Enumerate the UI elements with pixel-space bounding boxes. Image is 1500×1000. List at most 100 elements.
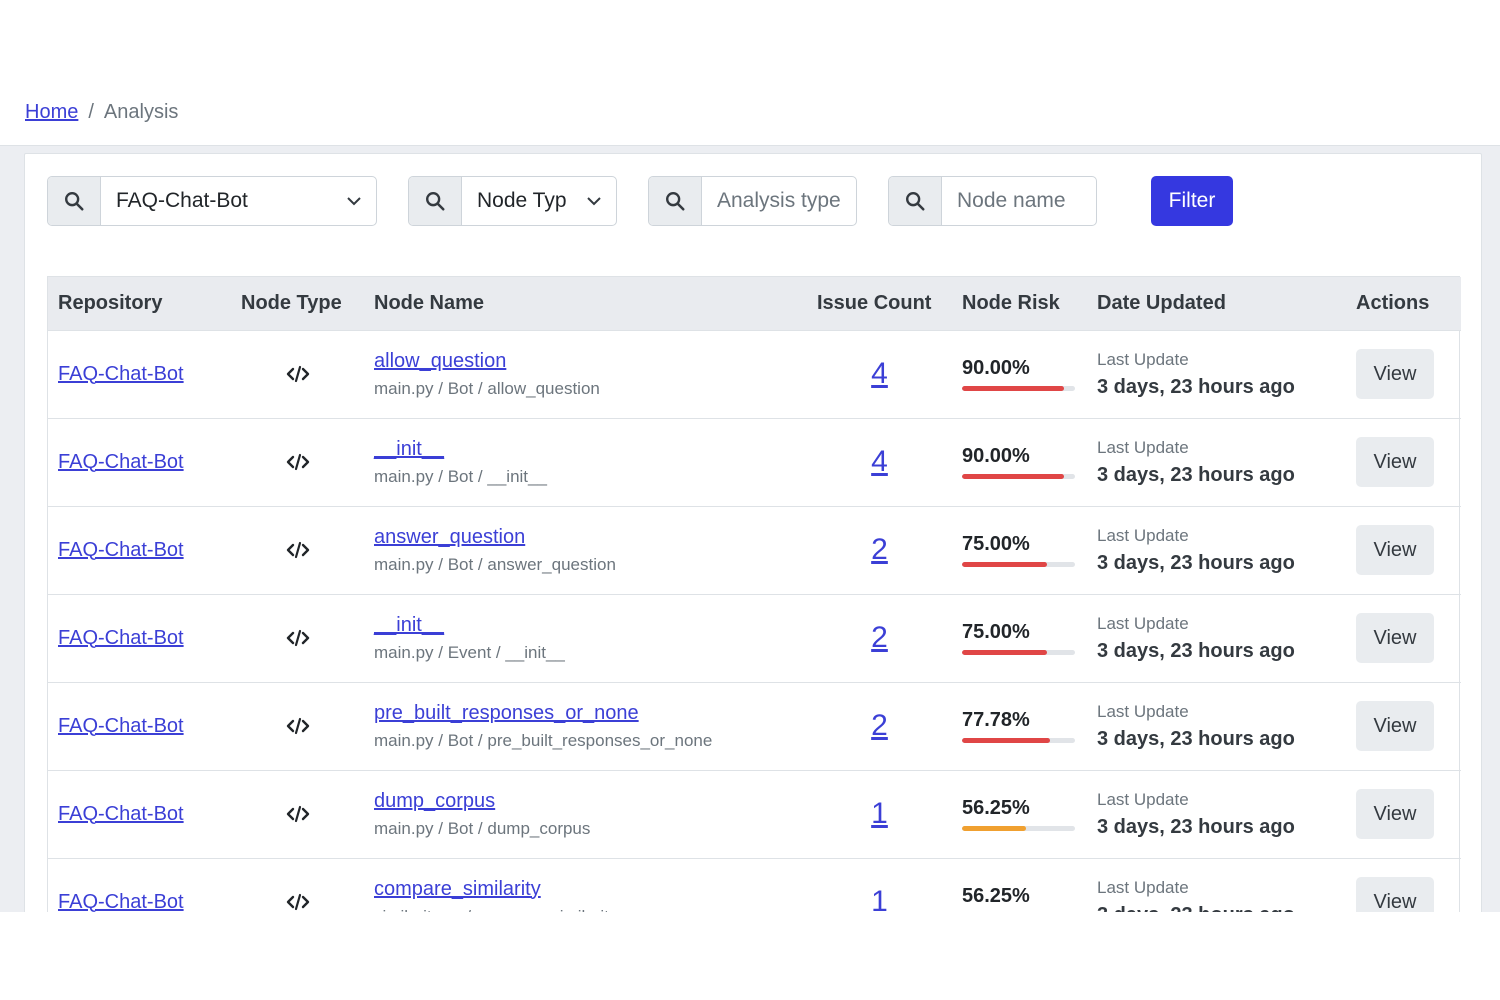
analysis-type-filter[interactable]: Analysis type xyxy=(648,176,857,226)
last-update-value: 3 days, 23 hours ago xyxy=(1097,727,1295,750)
table-row: FAQ-Chat-Bot dump_corpus main.py / Bot /… xyxy=(48,770,1461,859)
view-button[interactable]: View xyxy=(1356,525,1434,575)
table-row: FAQ-Chat-Bot __init__ main.py / Bot / __… xyxy=(48,418,1461,507)
node-name-link[interactable]: compare_similarity xyxy=(374,877,541,900)
code-icon xyxy=(286,630,309,647)
node-path: main.py / Event / __init__ xyxy=(374,642,565,662)
issue-count-link[interactable]: 1 xyxy=(871,797,888,830)
code-icon xyxy=(286,718,309,735)
last-update-value: 3 days, 23 hours ago xyxy=(1097,551,1295,574)
node-risk-bar xyxy=(962,562,1075,567)
code-icon xyxy=(286,542,309,559)
filter-button[interactable]: Filter xyxy=(1151,176,1233,226)
code-icon xyxy=(286,366,309,383)
last-update-label: Last Update xyxy=(1097,789,1189,809)
node-type-select-value: Node Typ xyxy=(477,189,567,212)
repository-link[interactable]: FAQ-Chat-Bot xyxy=(58,626,184,649)
view-button[interactable]: View xyxy=(1356,613,1434,663)
repository-filter[interactable]: FAQ-Chat-Bot xyxy=(47,176,377,226)
node-risk-value: 75.00% xyxy=(962,621,1030,643)
last-update-value: 3 days, 23 hours ago xyxy=(1097,463,1295,486)
code-icon xyxy=(286,806,309,823)
node-risk-bar-fill xyxy=(962,826,1026,831)
node-path: main.py / Bot / allow_question xyxy=(374,378,600,398)
last-update-label: Last Update xyxy=(1097,613,1189,633)
repository-link[interactable]: FAQ-Chat-Bot xyxy=(58,450,184,473)
issue-count-link[interactable]: 4 xyxy=(871,357,888,390)
repository-link[interactable]: FAQ-Chat-Bot xyxy=(58,802,184,825)
node-risk-value: 75.00% xyxy=(962,533,1030,555)
header-actions: Actions xyxy=(1346,277,1461,331)
issue-count-link[interactable]: 4 xyxy=(871,445,888,478)
node-name-link[interactable]: __init__ xyxy=(374,437,445,460)
last-update-label: Last Update xyxy=(1097,701,1189,721)
search-icon xyxy=(48,177,101,225)
node-risk-value: 90.00% xyxy=(962,445,1030,467)
last-update-label: Last Update xyxy=(1097,437,1189,457)
node-path: main.py / Bot / pre_built_responses_or_n… xyxy=(374,730,713,750)
table-row: FAQ-Chat-Bot __init__ main.py / Event / … xyxy=(48,594,1461,683)
node-name-link[interactable]: __init__ xyxy=(374,613,445,636)
view-button[interactable]: View xyxy=(1356,789,1434,839)
node-risk-bar-fill xyxy=(962,738,1050,743)
repository-link[interactable]: FAQ-Chat-Bot xyxy=(58,362,184,385)
content-area: FAQ-Chat-Bot Node Typ Analysis type xyxy=(0,145,1500,912)
analysis-type-input[interactable]: Analysis type xyxy=(717,189,841,212)
table-row: FAQ-Chat-Bot allow_question main.py / Bo… xyxy=(48,330,1461,419)
node-name-link[interactable]: allow_question xyxy=(374,349,507,372)
repository-select[interactable]: FAQ-Chat-Bot xyxy=(101,177,376,225)
issue-count-link[interactable]: 1 xyxy=(871,885,888,912)
issue-count-link[interactable]: 2 xyxy=(871,533,888,566)
node-risk-bar-fill xyxy=(962,386,1064,391)
node-name-input[interactable]: Node name xyxy=(957,189,1066,212)
breadcrumb-home-link[interactable]: Home xyxy=(25,101,79,123)
last-update-label: Last Update xyxy=(1097,525,1189,545)
node-path: main.py / Bot / answer_question xyxy=(374,554,616,574)
analysis-card: FAQ-Chat-Bot Node Typ Analysis type xyxy=(24,153,1482,912)
node-risk-bar-fill xyxy=(962,474,1064,479)
code-icon xyxy=(286,454,309,471)
node-risk-value: 56.25% xyxy=(962,885,1030,907)
issue-count-link[interactable]: 2 xyxy=(871,621,888,654)
node-risk-bar xyxy=(962,650,1075,655)
chevron-down-icon xyxy=(347,197,361,206)
node-risk-bar-fill xyxy=(962,562,1047,567)
node-path: similarity.py / compare_similarity xyxy=(374,907,797,913)
view-button[interactable]: View xyxy=(1356,437,1434,487)
node-risk-bar xyxy=(962,826,1075,831)
header-repository: Repository xyxy=(48,277,231,331)
repository-link[interactable]: FAQ-Chat-Bot xyxy=(58,538,184,561)
analysis-table: Repository Node Type Node Name Issue Cou… xyxy=(47,276,1461,912)
filter-bar: FAQ-Chat-Bot Node Typ Analysis type xyxy=(47,176,1447,226)
table-header: Repository Node Type Node Name Issue Cou… xyxy=(48,277,1461,331)
view-button[interactable]: View xyxy=(1356,701,1434,751)
repository-link[interactable]: FAQ-Chat-Bot xyxy=(58,890,184,913)
node-risk-value: 90.00% xyxy=(962,357,1030,379)
node-name-link[interactable]: dump_corpus xyxy=(374,789,496,812)
repository-link[interactable]: FAQ-Chat-Bot xyxy=(58,714,184,737)
header-node-risk: Node Risk xyxy=(952,277,1087,331)
table-body: FAQ-Chat-Bot allow_question main.py / Bo… xyxy=(48,330,1461,912)
breadcrumb-separator: / xyxy=(88,101,94,123)
node-risk-bar-fill xyxy=(962,650,1047,655)
node-type-filter[interactable]: Node Typ xyxy=(408,176,617,226)
node-path: main.py / Bot / dump_corpus xyxy=(374,818,591,838)
last-update-value: 3 days, 23 hours ago xyxy=(1097,815,1295,838)
node-name-link[interactable]: answer_question xyxy=(374,525,526,548)
last-update-label: Last Update xyxy=(1097,349,1189,369)
breadcrumb: Home / Analysis xyxy=(25,101,178,124)
node-name-filter[interactable]: Node name xyxy=(888,176,1097,226)
view-button[interactable]: View xyxy=(1356,349,1434,399)
node-risk-bar xyxy=(962,386,1075,391)
issue-count-link[interactable]: 2 xyxy=(871,709,888,742)
last-update-value: 3 days, 23 hours ago xyxy=(1097,904,1336,913)
view-button[interactable]: View xyxy=(1356,877,1434,912)
node-type-select[interactable]: Node Typ xyxy=(462,177,616,225)
code-icon xyxy=(286,894,309,911)
node-risk-bar xyxy=(962,738,1075,743)
header-node-name: Node Name xyxy=(364,277,807,331)
table-row: FAQ-Chat-Bot answer_question main.py / B… xyxy=(48,506,1461,595)
last-update-value: 3 days, 23 hours ago xyxy=(1097,639,1295,662)
node-name-link[interactable]: pre_built_responses_or_none xyxy=(374,701,639,724)
node-risk-value: 77.78% xyxy=(962,709,1030,731)
